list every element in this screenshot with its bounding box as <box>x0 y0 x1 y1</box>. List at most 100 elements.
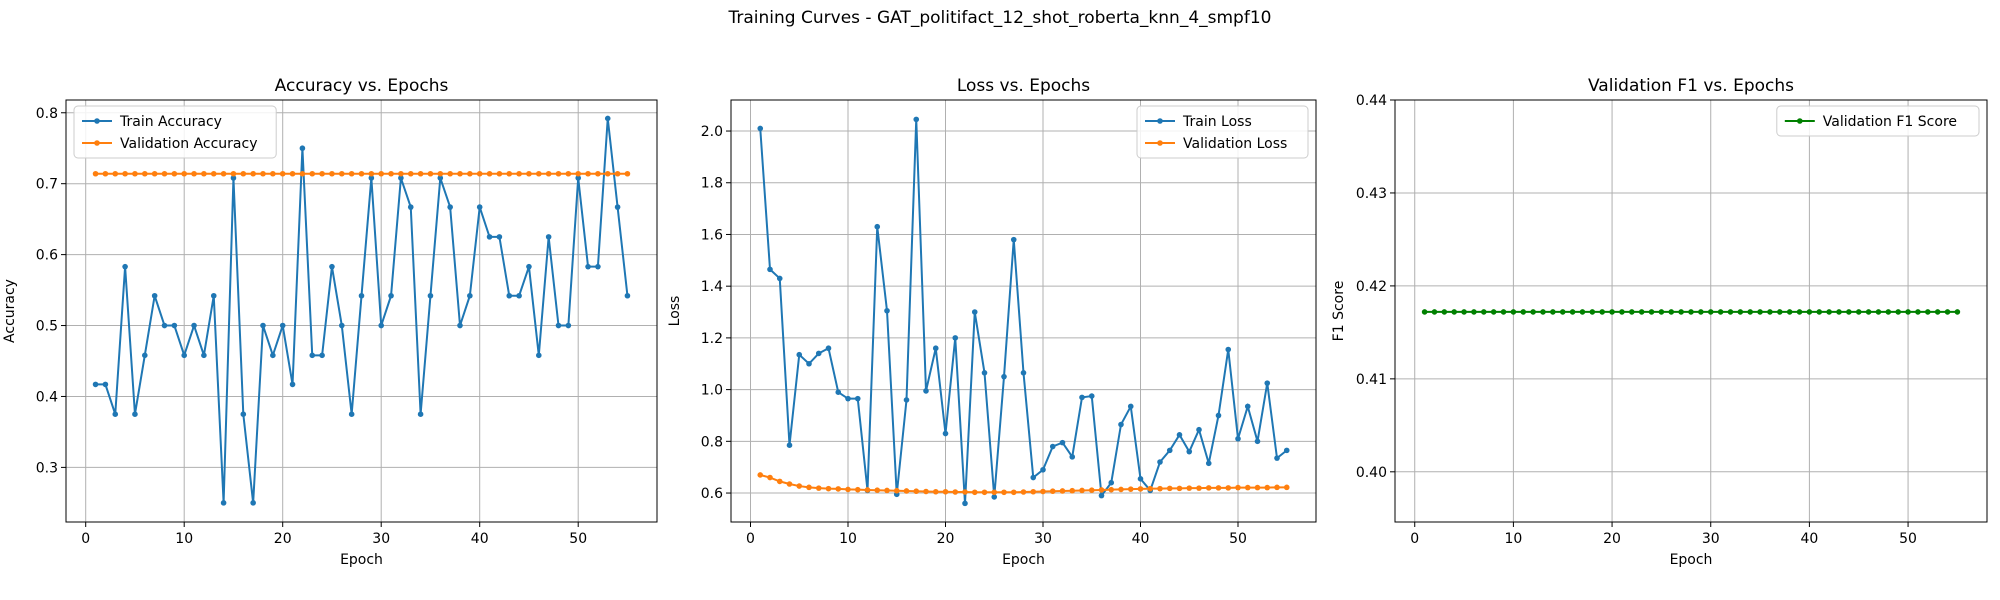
data-point <box>309 352 316 359</box>
data-point <box>1205 485 1212 491</box>
data-point <box>1225 485 1232 491</box>
data-point <box>874 487 881 493</box>
y-tick-label: 0.40 <box>1356 465 1387 481</box>
x-tick-label: 50 <box>1899 531 1917 547</box>
data-point <box>102 381 109 388</box>
data-point <box>210 292 217 299</box>
data-point <box>565 322 572 329</box>
data-point <box>378 322 385 329</box>
data-point <box>815 485 822 491</box>
data-point <box>378 170 385 177</box>
data-point <box>151 292 158 299</box>
data-point <box>1069 454 1076 460</box>
data-point <box>1215 485 1222 491</box>
data-point <box>1461 309 1467 315</box>
data-point <box>971 489 978 496</box>
legend-swatch-marker <box>94 118 100 124</box>
data-point <box>1205 460 1212 467</box>
data-point <box>884 487 890 494</box>
data-point <box>923 388 929 394</box>
data-point <box>398 175 404 181</box>
data-point <box>942 488 949 495</box>
data-point <box>1059 488 1066 494</box>
data-point <box>825 485 832 492</box>
y-tick-label: 1.2 <box>701 331 723 347</box>
data-point <box>1225 346 1232 353</box>
data-point <box>757 472 764 478</box>
data-point <box>1589 309 1596 315</box>
data-point <box>427 292 434 299</box>
y-axis-label: F1 Score <box>1331 281 1347 342</box>
data-point <box>447 170 453 177</box>
y-tick-label: 0.7 <box>36 177 58 193</box>
data-point <box>388 170 394 177</box>
data-point <box>835 389 842 395</box>
data-point <box>1747 309 1753 315</box>
data-point <box>767 266 773 273</box>
data-point <box>1707 309 1714 315</box>
data-point <box>171 170 178 177</box>
data-point <box>220 500 227 506</box>
data-point <box>171 322 178 329</box>
data-point <box>1441 309 1448 315</box>
legend-swatch-marker <box>1797 118 1803 124</box>
data-point <box>1196 426 1202 433</box>
legend-label: Train Loss <box>1182 114 1252 130</box>
y-axis-label: Accuracy <box>2 279 18 343</box>
data-point <box>952 335 959 341</box>
data-point <box>796 483 803 489</box>
data-point <box>506 292 513 299</box>
data-point <box>1040 488 1046 495</box>
data-point <box>260 322 266 329</box>
data-point <box>250 500 256 506</box>
data-point <box>427 170 434 177</box>
data-point <box>122 263 128 270</box>
data-point <box>864 487 871 493</box>
data-point <box>516 292 522 299</box>
legend-swatch-marker <box>1157 118 1163 124</box>
data-point <box>506 170 513 177</box>
y-tick-label: 0.3 <box>36 460 58 476</box>
data-point <box>289 381 296 388</box>
data-point <box>496 234 503 240</box>
data-point <box>201 170 207 177</box>
data-point <box>1108 486 1115 493</box>
y-tick-label: 0.42 <box>1356 279 1387 295</box>
data-point <box>1609 309 1615 315</box>
data-point <box>407 204 414 210</box>
data-point <box>1540 309 1546 315</box>
data-point <box>319 170 325 177</box>
data-point <box>142 170 148 177</box>
data-point <box>1698 309 1704 315</box>
x-tick-label: 20 <box>937 531 955 547</box>
data-point <box>1915 309 1921 315</box>
legend-swatch-marker <box>94 140 100 146</box>
data-point <box>407 170 414 177</box>
data-point <box>348 170 355 177</box>
y-tick-label: 0.8 <box>701 434 723 450</box>
plot-frame <box>1394 99 1988 523</box>
x-tick-label: 40 <box>1800 531 1818 547</box>
data-point <box>358 292 365 299</box>
data-point <box>1059 439 1066 446</box>
data-point <box>1274 455 1280 461</box>
chart-title: Loss vs. Epochs <box>957 76 1090 96</box>
data-point <box>1421 309 1428 315</box>
data-point <box>467 292 473 299</box>
legend-label: Train Accuracy <box>119 114 222 130</box>
data-point <box>1235 484 1241 491</box>
y-tick-label: 1.8 <box>701 176 723 192</box>
data-point <box>348 411 355 417</box>
y-axis-label: Loss <box>667 296 683 327</box>
data-point <box>191 322 197 329</box>
data-point <box>1157 485 1163 492</box>
data-point <box>575 170 581 177</box>
data-point <box>1010 489 1017 496</box>
data-point <box>555 170 562 177</box>
data-point <box>991 489 998 496</box>
chart-panel-2: 0 10 20 30 40 50 0.6 0.8 1.0 1.2 1.4 1.6 1.8 2.0 Loss … <box>667 76 1317 568</box>
data-point <box>1001 373 1007 380</box>
data-point <box>447 204 453 210</box>
data-point <box>1040 466 1046 473</box>
data-point <box>457 322 463 329</box>
